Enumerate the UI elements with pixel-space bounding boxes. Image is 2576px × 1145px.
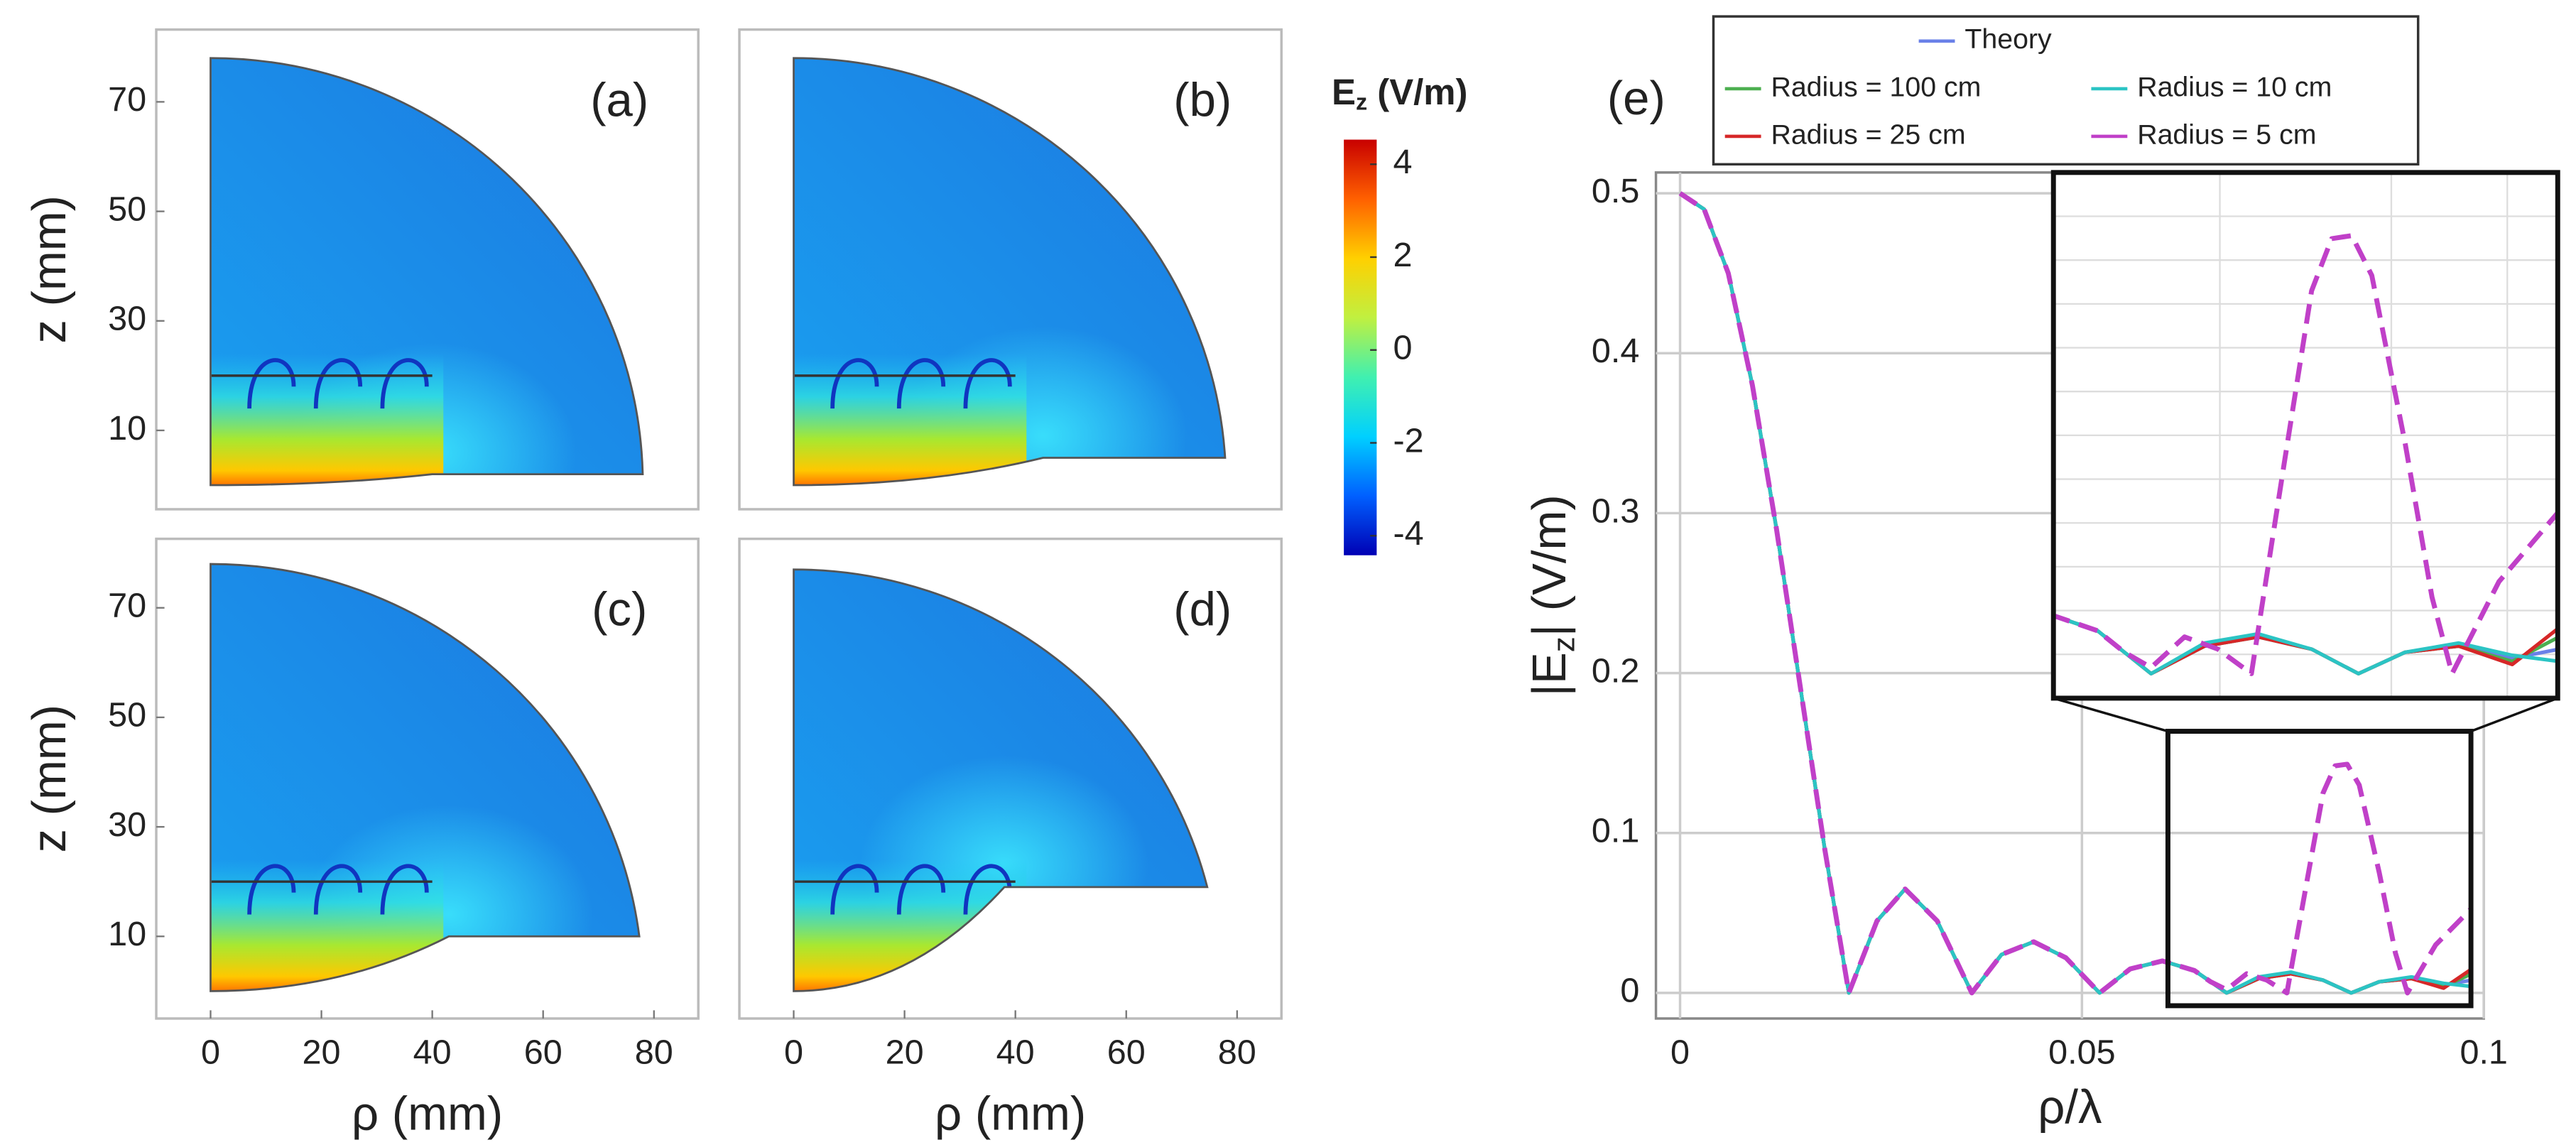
y-tick-label: 0.2 bbox=[1592, 651, 1640, 690]
zoom-box bbox=[2165, 729, 2474, 1009]
zoom-connector bbox=[2470, 697, 2558, 733]
series-group bbox=[1678, 191, 2474, 996]
zoom-connector bbox=[2053, 697, 2168, 733]
legend-label: Radius = 10 cm bbox=[2137, 71, 2332, 102]
y-tick-label: 0.3 bbox=[1592, 492, 1640, 530]
field-loop bbox=[313, 864, 363, 915]
x-tick-label: 0.1 bbox=[2460, 1033, 2508, 1072]
x-tick-label: 20 bbox=[303, 1033, 341, 1072]
field-loop bbox=[830, 864, 879, 915]
y-axis-label: |Ez| (V/m) bbox=[1523, 494, 1581, 696]
x-tick-label: 80 bbox=[1218, 1033, 1256, 1072]
series-line bbox=[1678, 191, 2474, 996]
field-loop bbox=[963, 358, 1012, 409]
title-part: E bbox=[1332, 72, 1356, 113]
field-loop bbox=[380, 864, 429, 915]
label-part: |E bbox=[1523, 652, 1576, 696]
legend-label: Theory bbox=[1964, 23, 2052, 55]
panel-label: (e) bbox=[1607, 72, 1665, 125]
field-loop bbox=[830, 358, 879, 409]
x-tick-label: 0 bbox=[1670, 1033, 1690, 1072]
y-axis-label: z (mm) bbox=[23, 705, 76, 853]
field-loop bbox=[247, 864, 296, 915]
panel-label: (d) bbox=[1173, 582, 1232, 636]
x-tick-label: 80 bbox=[635, 1033, 673, 1072]
y-axis-label: z (mm) bbox=[23, 195, 76, 344]
x-tick-label: 0 bbox=[201, 1033, 220, 1072]
legend-label: Radius = 100 cm bbox=[1771, 71, 1981, 102]
title-sub: z bbox=[1356, 89, 1367, 114]
x-tick-label: 60 bbox=[524, 1033, 563, 1072]
legend-box bbox=[1712, 15, 2420, 166]
y-tick-label: 0 bbox=[1620, 972, 1639, 1010]
x-tick-label: 40 bbox=[413, 1033, 452, 1072]
field-loop bbox=[896, 358, 946, 409]
panel-label: (b) bbox=[1173, 73, 1232, 126]
x-tick-label: 60 bbox=[1107, 1033, 1146, 1072]
y-tick-label: 0.5 bbox=[1592, 172, 1640, 210]
colorbar-title: Ez (V/m) bbox=[1332, 72, 1467, 115]
series-line bbox=[1679, 191, 2472, 995]
colorbar-tick-label: 0 bbox=[1393, 329, 1413, 367]
series-line bbox=[2053, 614, 2558, 675]
domain-outline bbox=[210, 563, 641, 992]
field-loop bbox=[380, 358, 429, 409]
label-sub: z bbox=[1546, 636, 1581, 652]
x-axis-label: ρ (mm) bbox=[935, 1087, 1086, 1140]
field-loop bbox=[247, 358, 296, 409]
label-part: | (V/m) bbox=[1523, 494, 1576, 636]
y-tick-label: 30 bbox=[108, 805, 146, 844]
x-tick-label: 20 bbox=[886, 1033, 924, 1072]
panel-label: (a) bbox=[590, 73, 648, 126]
field-loop bbox=[896, 864, 946, 915]
field-loop bbox=[963, 864, 1012, 915]
colorbar-tick-label: -4 bbox=[1393, 514, 1424, 553]
colorbar bbox=[1344, 139, 1377, 555]
field-loop bbox=[313, 358, 363, 409]
colorbar-tick-label: 2 bbox=[1393, 236, 1413, 274]
x-tick-label: 0.05 bbox=[2048, 1033, 2116, 1072]
inset-series bbox=[2053, 233, 2558, 676]
colorbar-tick-label: 4 bbox=[1393, 143, 1413, 181]
domain-outline bbox=[793, 568, 1209, 992]
x-tick-label: 0 bbox=[784, 1033, 803, 1072]
title-part: (V/m) bbox=[1367, 72, 1467, 113]
series-line bbox=[2053, 233, 2558, 676]
domain-outline bbox=[210, 57, 644, 487]
y-tick-label: 70 bbox=[108, 80, 146, 119]
legend-label: Radius = 25 cm bbox=[1771, 119, 1965, 150]
panel-label: (c) bbox=[592, 582, 647, 636]
y-tick-label: 10 bbox=[108, 915, 146, 953]
x-tick-label: 40 bbox=[996, 1033, 1035, 1072]
x-axis-label: ρ (mm) bbox=[352, 1087, 503, 1140]
x-axis-label: ρ/λ bbox=[2038, 1080, 2102, 1134]
y-tick-label: 10 bbox=[108, 409, 146, 447]
y-tick-label: 50 bbox=[108, 190, 146, 228]
y-tick-label: 30 bbox=[108, 300, 146, 338]
y-tick-label: 0.4 bbox=[1592, 332, 1640, 370]
y-tick-label: 70 bbox=[108, 587, 146, 625]
legend-label: Radius = 5 cm bbox=[2137, 119, 2316, 150]
y-tick-label: 0.1 bbox=[1592, 812, 1640, 850]
inset-border bbox=[2050, 170, 2560, 701]
domain-outline bbox=[793, 57, 1227, 487]
colorbar-tick-label: -2 bbox=[1393, 421, 1424, 460]
y-tick-label: 50 bbox=[108, 696, 146, 734]
